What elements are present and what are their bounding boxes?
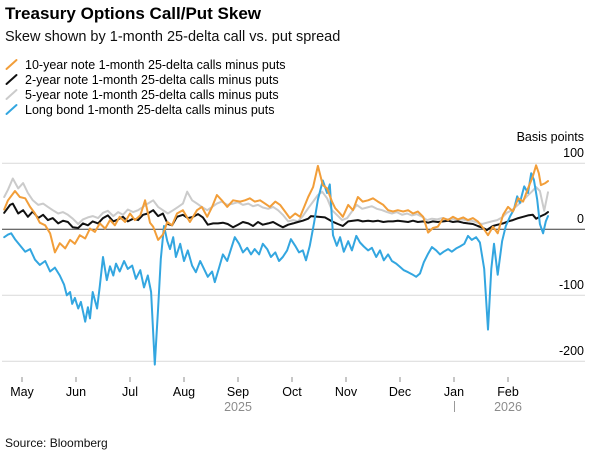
legend-label: 10-year note 1-month 25-delta calls minu…: [25, 57, 286, 72]
series-line: [3, 177, 549, 225]
y-axis-unit-label: Basis points: [516, 130, 584, 144]
series-line: [3, 164, 549, 254]
series-line: [3, 202, 549, 231]
legend-item: 5-year note 1-month 25-delta calls minus…: [5, 87, 286, 102]
x-tick-label: Dec: [388, 385, 412, 399]
legend-item: 2-year note 1-month 25-delta calls minus…: [5, 72, 286, 87]
page-title: Treasury Options Call/Put Skew: [5, 4, 262, 23]
legend-label: 2-year note 1-month 25-delta calls minus…: [25, 72, 279, 87]
x-tick-label: Jan: [443, 385, 465, 399]
year-boundary-mark: [453, 401, 455, 412]
legend-swatch-icon: [5, 89, 18, 100]
y-tick-label: 100: [563, 146, 584, 161]
legend-label: 5-year note 1-month 25-delta calls minus…: [25, 87, 279, 102]
year-label-2026: 2026: [494, 400, 522, 414]
x-tick-label: Aug: [172, 385, 196, 399]
x-tick-label: Oct: [282, 385, 302, 399]
legend-item: 10-year note 1-month 25-delta calls minu…: [5, 57, 286, 72]
x-tick-label: May: [10, 385, 34, 399]
legend-item: Long bond 1-month 25-delta calls minus p…: [5, 102, 286, 117]
x-tick-label: Feb: [497, 385, 519, 399]
x-tick-label: Jul: [122, 385, 138, 399]
y-tick-label: -100: [558, 278, 584, 293]
series-line: [3, 172, 549, 366]
y-tick-label: 0: [577, 212, 584, 227]
legend: 10-year note 1-month 25-delta calls minu…: [5, 57, 286, 117]
y-tick-label: -200: [558, 344, 584, 359]
page-subtitle: Skew shown by 1-month 25-delta call vs. …: [5, 29, 341, 45]
legend-label: Long bond 1-month 25-delta calls minus p…: [25, 102, 275, 117]
legend-swatch-icon: [5, 104, 18, 115]
year-label-2025: 2025: [224, 400, 252, 414]
x-tick-label: Nov: [334, 385, 358, 399]
x-tick-label: Jun: [65, 385, 87, 399]
x-tick-label: Sep: [226, 385, 250, 399]
legend-swatch-icon: [5, 59, 18, 70]
source-note: Source: Bloomberg: [5, 436, 108, 450]
legend-swatch-icon: [5, 74, 18, 85]
